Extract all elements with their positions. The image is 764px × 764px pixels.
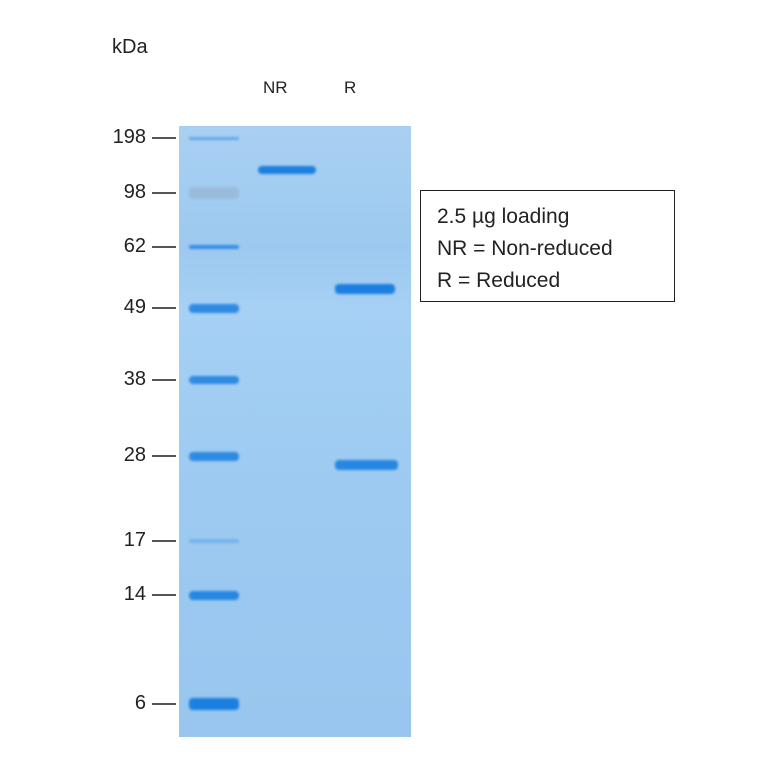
- ladder-band: [189, 303, 239, 313]
- legend-line: 2.5 µg loading: [437, 205, 570, 228]
- marker-tick: [152, 455, 176, 457]
- marker-tick: [152, 192, 176, 194]
- marker-tick: [152, 540, 176, 542]
- ladder-band: [189, 698, 239, 710]
- r-heavy-chain-band: [335, 284, 395, 294]
- legend-box: 2.5 µg loading NR = Non-reduced R = Redu…: [420, 190, 675, 302]
- ladder-band: [189, 136, 239, 140]
- ladder-band: [189, 590, 239, 600]
- marker-tick: [152, 703, 176, 705]
- ladder-band: [189, 187, 239, 199]
- lane-label-r: R: [344, 78, 357, 97]
- marker-label: 14: [123, 583, 146, 605]
- marker-tick: [152, 137, 176, 139]
- marker-label: 62: [123, 235, 146, 257]
- lane-label-nr: NR: [263, 78, 288, 97]
- marker-tick: [152, 379, 176, 381]
- marker-tick: [152, 594, 176, 596]
- marker-tick: [152, 307, 176, 309]
- gel-image: [179, 126, 411, 737]
- marker-label: 198: [112, 126, 146, 148]
- r-light-chain-band: [335, 460, 398, 470]
- unit-label: kDa: [112, 36, 148, 58]
- nr-band: [258, 166, 316, 174]
- ladder-band: [189, 451, 239, 461]
- marker-label: 98: [123, 181, 146, 203]
- marker-label: 6: [134, 692, 146, 714]
- marker-label: 38: [123, 368, 146, 390]
- ladder-band: [189, 376, 239, 384]
- marker-label: 17: [123, 529, 146, 551]
- marker-label: 28: [123, 444, 146, 466]
- marker-label: 49: [123, 296, 146, 318]
- ladder-band: [189, 245, 239, 249]
- legend-line: R = Reduced: [437, 269, 561, 292]
- marker-tick: [152, 246, 176, 248]
- ladder-band: [189, 539, 239, 543]
- legend-line: NR = Non-reduced: [437, 237, 613, 260]
